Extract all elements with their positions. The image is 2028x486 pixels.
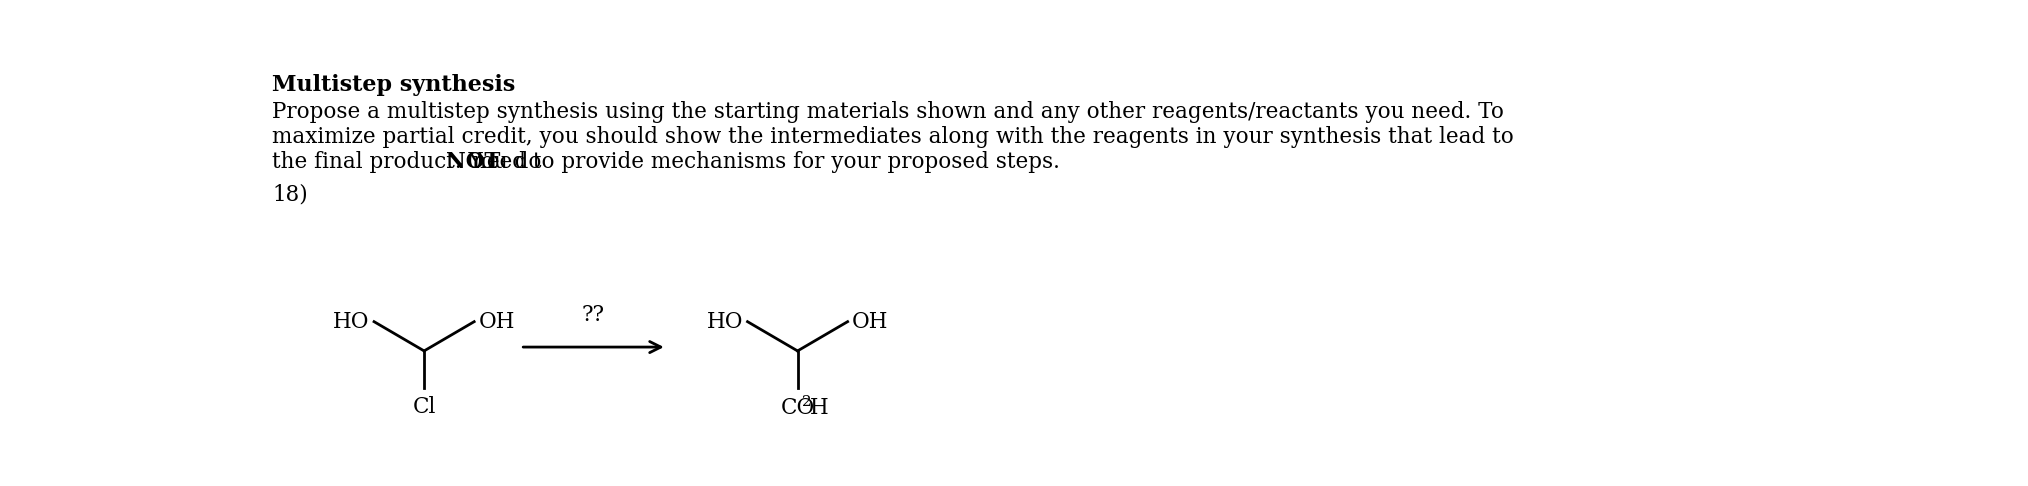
Text: OH: OH [852,311,888,332]
Text: OH: OH [479,311,515,332]
Text: Multistep synthesis: Multistep synthesis [272,74,515,96]
Text: Cl: Cl [412,396,436,417]
Text: 18): 18) [272,183,308,205]
Text: 2: 2 [801,395,811,409]
Text: NOT: NOT [446,152,501,174]
Text: HO: HO [333,311,369,332]
Text: Propose a multistep synthesis using the starting materials shown and any other r: Propose a multistep synthesis using the … [272,101,1505,122]
Text: maximize partial credit, you should show the intermediates along with the reagen: maximize partial credit, you should show… [272,126,1515,148]
Text: need to provide mechanisms for your proposed steps.: need to provide mechanisms for your prop… [466,152,1059,174]
Text: H: H [809,397,827,419]
Text: the final product. You do: the final product. You do [272,152,550,174]
Text: ??: ?? [582,304,604,326]
Text: CO: CO [781,397,815,419]
Text: HO: HO [706,311,742,332]
